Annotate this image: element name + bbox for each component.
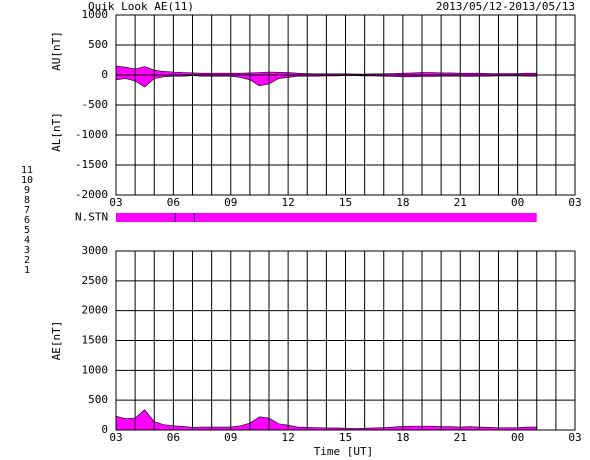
y-tick-label: 1000	[82, 363, 109, 376]
plot-frame	[115, 250, 576, 431]
station-count-label: 8	[24, 195, 30, 206]
y-tick-label: 500	[88, 38, 108, 51]
x-tick-label: 21	[454, 196, 467, 209]
station-count-label: 9	[24, 185, 30, 196]
x-tick-label: 15	[339, 431, 352, 444]
x-axis-label: Time [UT]	[314, 445, 374, 458]
x-tick-label: 06	[167, 196, 180, 209]
y-tick-label: 0	[101, 68, 108, 81]
y-tick-label: -500	[82, 98, 109, 111]
y-tick-label: 1000	[82, 8, 109, 21]
area	[115, 409, 538, 431]
x-tick-label: 03	[568, 196, 581, 209]
x-tick-label: 09	[224, 431, 237, 444]
station-count-label: 3	[24, 245, 30, 256]
station-count-label: 2	[24, 255, 30, 266]
area	[115, 74, 538, 88]
y-tick-label: 0	[101, 423, 108, 436]
y-axis-label: AL[nT]	[50, 112, 63, 152]
station-label: N.STN	[75, 211, 108, 224]
station-count-label: 10	[21, 175, 33, 186]
y-axis-label: AE[nT]	[50, 321, 63, 361]
area	[115, 65, 538, 76]
station-bar	[116, 213, 537, 222]
station-count-label: 7	[24, 205, 30, 216]
y-tick-label: 2500	[82, 274, 109, 287]
x-tick-label: 18	[396, 431, 409, 444]
x-tick-label: 00	[511, 196, 524, 209]
x-tick-label: 06	[167, 431, 180, 444]
x-tick-label: 03	[568, 431, 581, 444]
station-count-label: 5	[24, 225, 30, 236]
x-tick-label: 21	[454, 431, 467, 444]
x-tick-label: 03	[109, 431, 122, 444]
y-tick-label: 1500	[82, 334, 109, 347]
x-tick-label: 15	[339, 196, 352, 209]
station-count-label: 1	[24, 265, 30, 276]
x-tick-label: 03	[109, 196, 122, 209]
y-tick-label: -2000	[75, 188, 108, 201]
y-tick-label: 3000	[82, 244, 109, 257]
y-tick-label: 500	[88, 393, 108, 406]
chart-title: Quik Look AE(11)	[88, 0, 194, 13]
station-count-label: 6	[24, 215, 30, 226]
y-tick-label: -1500	[75, 158, 108, 171]
y-tick-label: 2000	[82, 304, 109, 317]
y-axis-label: AU[nT]	[50, 31, 63, 71]
date-range: 2013/05/12-2013/05/13	[436, 0, 575, 13]
plot-frame	[115, 14, 576, 196]
station-count-label: 11	[21, 165, 33, 176]
station-count-label: 4	[24, 235, 30, 246]
x-tick-label: 00	[511, 431, 524, 444]
x-tick-label: 18	[396, 196, 409, 209]
x-tick-label: 12	[282, 431, 295, 444]
y-tick-label: -1000	[75, 128, 108, 141]
x-tick-label: 09	[224, 196, 237, 209]
x-tick-label: 12	[282, 196, 295, 209]
